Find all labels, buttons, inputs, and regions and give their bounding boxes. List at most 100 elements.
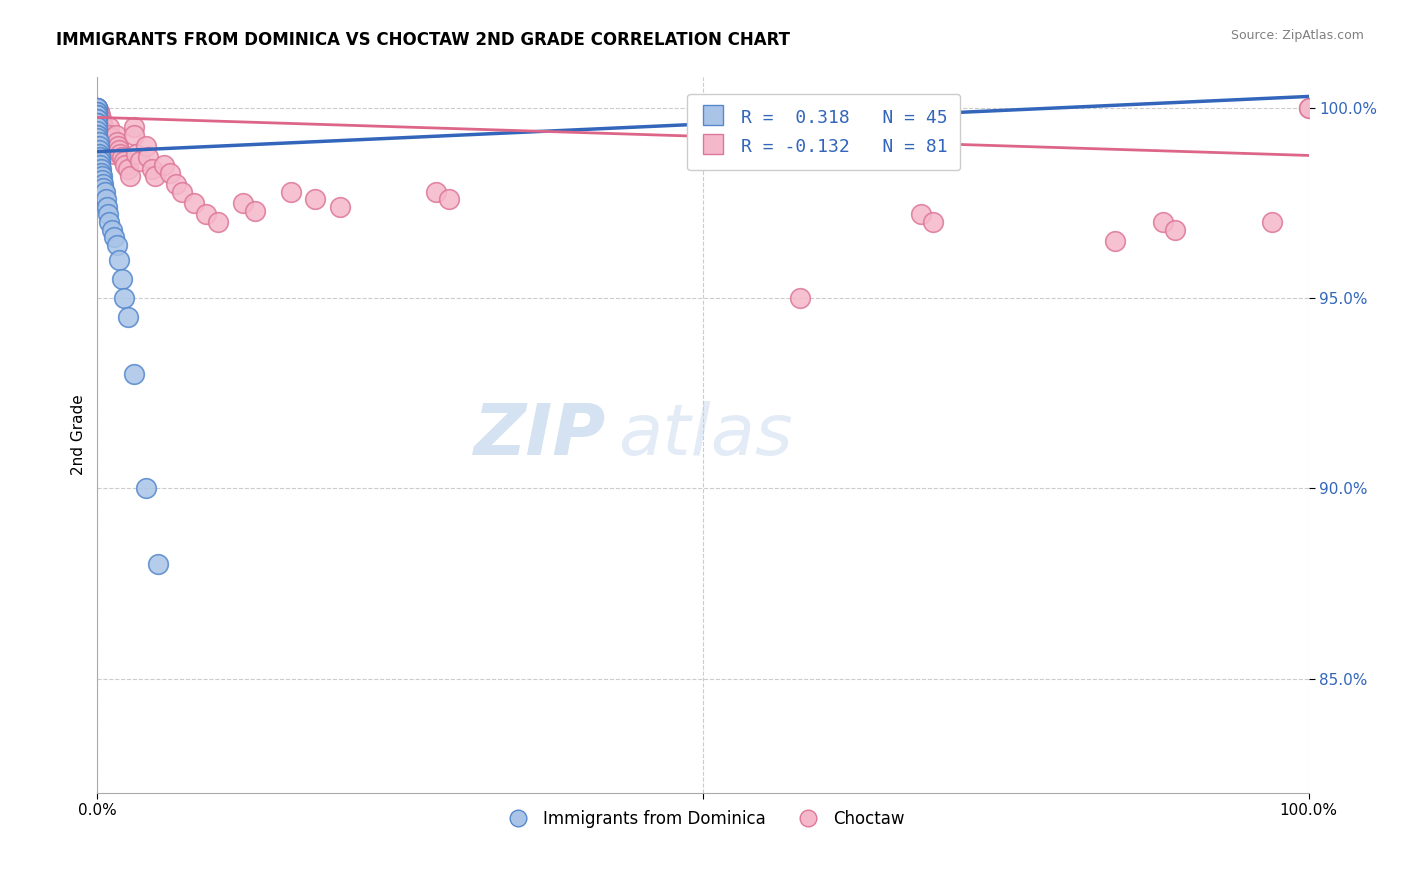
Point bbox=[692, 101, 714, 115]
Point bbox=[93, 120, 115, 134]
Point bbox=[86, 101, 108, 115]
Point bbox=[87, 139, 110, 153]
Point bbox=[135, 481, 157, 495]
Point bbox=[89, 154, 111, 169]
Point bbox=[145, 169, 167, 184]
Point bbox=[108, 253, 131, 268]
Point bbox=[93, 128, 115, 142]
Point bbox=[183, 196, 205, 211]
Point bbox=[93, 124, 115, 138]
Point bbox=[86, 116, 108, 130]
Point bbox=[112, 154, 135, 169]
Point bbox=[87, 135, 110, 149]
Point bbox=[104, 128, 127, 142]
Point bbox=[93, 177, 115, 191]
Point bbox=[87, 108, 110, 122]
Point bbox=[122, 120, 145, 134]
Point bbox=[97, 143, 120, 157]
Point bbox=[90, 161, 112, 176]
Point bbox=[165, 177, 187, 191]
Point bbox=[1104, 234, 1126, 248]
Point bbox=[304, 192, 326, 206]
Point bbox=[117, 161, 139, 176]
Point bbox=[86, 112, 108, 127]
Point bbox=[86, 104, 108, 119]
Point bbox=[89, 158, 111, 172]
Point bbox=[117, 310, 139, 325]
Point bbox=[103, 146, 125, 161]
Point bbox=[1298, 101, 1320, 115]
Point bbox=[86, 120, 108, 134]
Point bbox=[87, 116, 110, 130]
Point bbox=[153, 158, 176, 172]
Point bbox=[243, 203, 266, 218]
Point bbox=[122, 367, 145, 381]
Text: IMMIGRANTS FROM DOMINICA VS CHOCTAW 2ND GRADE CORRELATION CHART: IMMIGRANTS FROM DOMINICA VS CHOCTAW 2ND … bbox=[56, 31, 790, 49]
Point bbox=[122, 128, 145, 142]
Point bbox=[128, 154, 150, 169]
Point bbox=[91, 173, 114, 187]
Point bbox=[86, 101, 108, 115]
Point bbox=[101, 139, 124, 153]
Point bbox=[135, 139, 157, 153]
Point bbox=[90, 112, 112, 127]
Point bbox=[98, 215, 121, 229]
Point bbox=[98, 120, 121, 134]
Point bbox=[86, 104, 108, 119]
Point bbox=[105, 237, 128, 252]
Point bbox=[86, 116, 108, 130]
Point bbox=[98, 128, 121, 142]
Point bbox=[105, 135, 128, 149]
Point bbox=[86, 120, 108, 134]
Point bbox=[89, 112, 111, 127]
Point bbox=[93, 180, 115, 194]
Point bbox=[90, 116, 112, 130]
Point bbox=[86, 108, 108, 122]
Point bbox=[97, 207, 120, 221]
Point bbox=[86, 116, 108, 130]
Point bbox=[86, 104, 108, 119]
Point bbox=[108, 143, 131, 157]
Point bbox=[96, 200, 118, 214]
Legend: Immigrants from Dominica, Choctaw: Immigrants from Dominica, Choctaw bbox=[495, 803, 911, 834]
Point bbox=[207, 215, 229, 229]
Point bbox=[118, 169, 141, 184]
Point bbox=[329, 200, 352, 214]
Point bbox=[86, 124, 108, 138]
Point bbox=[87, 143, 110, 157]
Point bbox=[101, 222, 124, 236]
Point bbox=[910, 207, 932, 221]
Point bbox=[86, 101, 108, 115]
Point bbox=[86, 128, 108, 142]
Point bbox=[110, 150, 132, 164]
Text: Source: ZipAtlas.com: Source: ZipAtlas.com bbox=[1230, 29, 1364, 42]
Point bbox=[425, 185, 447, 199]
Point bbox=[437, 192, 460, 206]
Point bbox=[94, 135, 117, 149]
Point bbox=[1152, 215, 1174, 229]
Point bbox=[107, 139, 129, 153]
Point bbox=[159, 165, 181, 179]
Point bbox=[86, 108, 108, 122]
Point bbox=[93, 185, 115, 199]
Point bbox=[922, 215, 945, 229]
Point bbox=[110, 272, 132, 286]
Point bbox=[87, 112, 110, 127]
Y-axis label: 2nd Grade: 2nd Grade bbox=[72, 394, 86, 475]
Point bbox=[1298, 101, 1320, 115]
Point bbox=[101, 131, 124, 145]
Point bbox=[280, 185, 302, 199]
Point bbox=[789, 291, 811, 305]
Point bbox=[96, 139, 118, 153]
Point bbox=[89, 108, 111, 122]
Point bbox=[86, 104, 108, 119]
Point bbox=[91, 169, 114, 184]
Point bbox=[86, 128, 108, 142]
Point bbox=[692, 104, 714, 119]
Point bbox=[110, 146, 132, 161]
Point bbox=[90, 165, 112, 179]
Point bbox=[87, 104, 110, 119]
Point bbox=[141, 161, 163, 176]
Point bbox=[86, 101, 108, 115]
Point bbox=[86, 112, 108, 127]
